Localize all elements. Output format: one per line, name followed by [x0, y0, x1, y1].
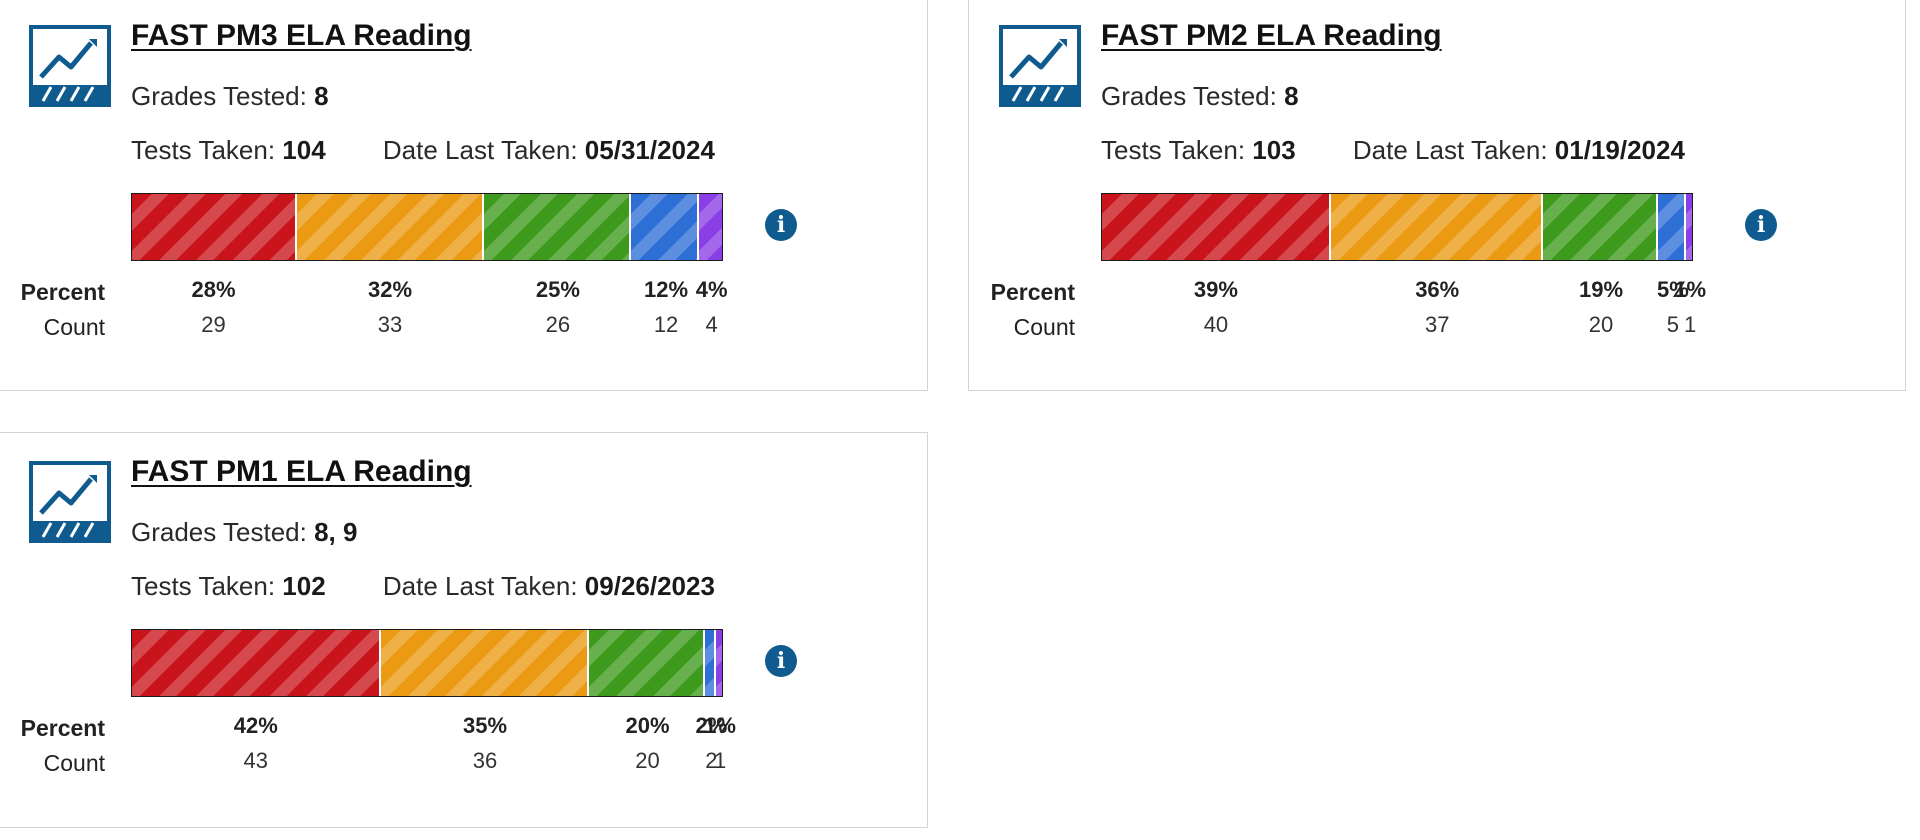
performance-bar [131, 629, 723, 697]
percent-value: 2% [695, 713, 728, 738]
tests-and-date: Tests Taken: 102 Date Last Taken: 09/26/… [131, 571, 715, 601]
percent-value: 4% [695, 277, 728, 302]
percent-label: Percent [20, 715, 105, 741]
chart-trend-icon [29, 461, 111, 543]
percent-value: 36% [1415, 277, 1460, 302]
bar-segment-level-1[interactable] [1102, 194, 1332, 260]
bar-segment-level-1[interactable] [132, 194, 297, 260]
assessment-card-pm1: FAST PM1 ELA Reading Grades Tested: 8, 9… [0, 432, 928, 828]
percent-value: 1% [1674, 277, 1707, 302]
card-title-link[interactable]: FAST PM2 ELA Reading [1101, 19, 1442, 52]
card-title-link[interactable]: FAST PM3 ELA Reading [131, 19, 472, 52]
percent-label: Percent [20, 279, 105, 305]
count-label: Count [43, 750, 105, 776]
count-value: 29 [201, 312, 226, 337]
count-value: 37 [1424, 312, 1450, 337]
assessment-card-pm2: FAST PM2 ELA Reading Grades Tested: 8 Te… [968, 0, 1906, 391]
bar-segment-level-2[interactable] [296, 194, 484, 260]
percent-value: 39% [1193, 277, 1238, 302]
percent-value: 25% [535, 277, 580, 302]
count-value: 26 [545, 312, 571, 337]
bar-segment-level-3[interactable] [483, 194, 632, 260]
percent-value: 28% [191, 277, 236, 302]
count-label: Count [43, 314, 105, 340]
bar-segment-level-2[interactable] [1331, 194, 1544, 260]
info-icon[interactable]: i [765, 645, 797, 677]
percent-label: Percent [990, 279, 1075, 305]
count-value: 2 [705, 748, 718, 773]
bar-segment-level-5[interactable] [699, 194, 722, 260]
card-title-link[interactable]: FAST PM1 ELA Reading [131, 455, 472, 488]
count-value: 40 [1203, 312, 1229, 337]
performance-bar [1101, 193, 1693, 261]
bar-segment-level-5[interactable] [1686, 194, 1692, 260]
bar-segment-level-3[interactable] [588, 630, 705, 696]
count-value: 43 [243, 748, 269, 773]
percent-value: 12% [644, 277, 689, 302]
grades-tested: Grades Tested: 8, 9 [131, 517, 358, 547]
percent-value: 1% [704, 713, 736, 738]
count-value: 33 [377, 312, 403, 337]
count-value: 4 [705, 312, 718, 337]
assessment-card-pm3: FAST PM3 ELA Reading Grades Tested: 8 Te… [0, 0, 928, 391]
count-value: 1 [713, 748, 727, 773]
info-icon[interactable]: i [765, 209, 797, 241]
grades-tested: Grades Tested: 8 [131, 81, 329, 111]
info-icon[interactable]: i [1745, 209, 1777, 241]
bar-segment-level-4[interactable] [631, 194, 700, 260]
percent-value: 5% [1656, 277, 1689, 302]
count-value: 5 [1666, 312, 1679, 337]
bar-segment-level-3[interactable] [1543, 194, 1658, 260]
count-value: 20 [635, 748, 660, 773]
chart-trend-icon [999, 25, 1081, 107]
percent-value: 19% [1579, 277, 1624, 302]
bar-segment-level-4[interactable] [1657, 194, 1687, 260]
bar-segment-level-2[interactable] [380, 630, 589, 696]
grades-tested: Grades Tested: 8 [1101, 81, 1299, 111]
tests-and-date: Tests Taken: 103 Date Last Taken: 01/19/… [1101, 135, 1685, 165]
percent-value: 20% [625, 713, 670, 738]
percent-value: 32% [367, 277, 413, 302]
count-label: Count [1013, 314, 1075, 340]
percent-value: 42% [233, 713, 278, 738]
count-value: 20 [1588, 312, 1614, 337]
performance-bar [131, 193, 723, 261]
count-value: 1 [1684, 312, 1697, 337]
bar-segment-level-1[interactable] [132, 630, 381, 696]
bar-segment-level-5[interactable] [716, 630, 722, 696]
chart-trend-icon [29, 25, 111, 107]
percent-value: 35% [463, 713, 508, 738]
count-value: 12 [653, 312, 679, 337]
tests-and-date: Tests Taken: 104 Date Last Taken: 05/31/… [131, 135, 715, 165]
count-value: 36 [472, 748, 498, 773]
bar-segment-level-4[interactable] [704, 630, 717, 696]
